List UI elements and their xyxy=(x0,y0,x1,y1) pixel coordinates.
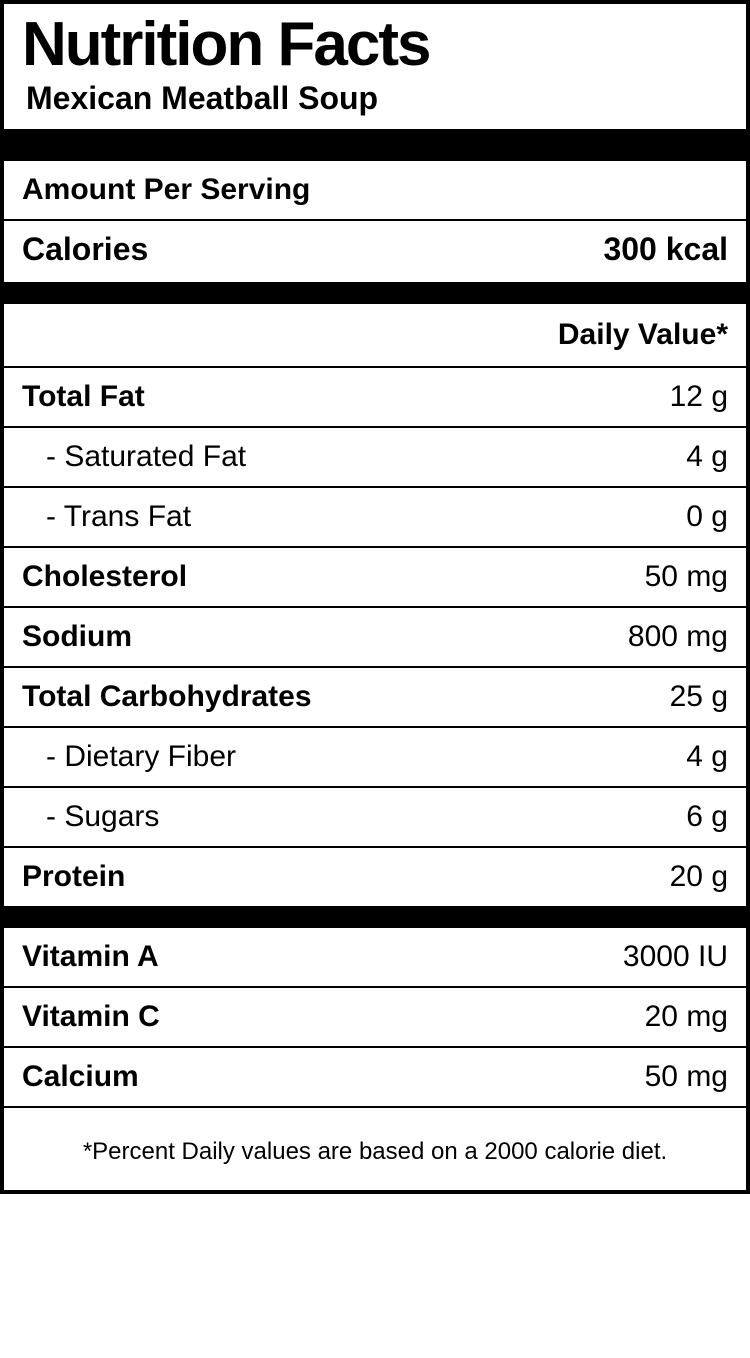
vitamin-a-value: 3000 IU xyxy=(623,940,728,974)
dietary-fiber-label: - Dietary Fiber xyxy=(46,740,236,774)
total-fat-row: Total Fat 12 g xyxy=(4,368,746,428)
sugars-row: - Sugars 6 g xyxy=(4,788,746,848)
cholesterol-row: Cholesterol 50 mg xyxy=(4,548,746,608)
calcium-value: 50 mg xyxy=(645,1060,728,1094)
sodium-row: Sodium 800 mg xyxy=(4,608,746,668)
divider-bar xyxy=(4,906,746,928)
calories-value: 300 kcal xyxy=(603,231,728,268)
calories-row: Calories 300 kcal xyxy=(4,221,746,282)
product-name: Mexican Meatball Soup xyxy=(22,80,728,117)
trans-fat-value: 0 g xyxy=(686,500,728,534)
protein-label: Protein xyxy=(22,860,125,894)
daily-value-header: Daily Value* xyxy=(4,304,746,368)
sodium-label: Sodium xyxy=(22,620,132,654)
footnote: *Percent Daily values are based on a 200… xyxy=(4,1108,746,1190)
vitamin-c-label: Vitamin C xyxy=(22,1000,160,1034)
protein-row: Protein 20 g xyxy=(4,848,746,906)
vitamin-a-label: Vitamin A xyxy=(22,940,159,974)
vitamin-c-value: 20 mg xyxy=(645,1000,728,1034)
dietary-fiber-value: 4 g xyxy=(686,740,728,774)
total-carbs-row: Total Carbohydrates 25 g xyxy=(4,668,746,728)
vitamin-a-row: Vitamin A 3000 IU xyxy=(4,928,746,988)
cholesterol-label: Cholesterol xyxy=(22,560,187,594)
calcium-row: Calcium 50 mg xyxy=(4,1048,746,1108)
trans-fat-label: - Trans Fat xyxy=(46,500,191,534)
amount-per-serving-header: Amount Per Serving xyxy=(4,161,746,221)
sodium-value: 800 mg xyxy=(628,620,728,654)
dietary-fiber-row: - Dietary Fiber 4 g xyxy=(4,728,746,788)
trans-fat-row: - Trans Fat 0 g xyxy=(4,488,746,548)
saturated-fat-label: - Saturated Fat xyxy=(46,440,246,474)
vitamin-c-row: Vitamin C 20 mg xyxy=(4,988,746,1048)
divider-bar xyxy=(4,129,746,161)
cholesterol-value: 50 mg xyxy=(645,560,728,594)
header-section: Nutrition Facts Mexican Meatball Soup xyxy=(4,4,746,129)
nutrition-label: Nutrition Facts Mexican Meatball Soup Am… xyxy=(0,0,750,1194)
protein-value: 20 g xyxy=(670,860,728,894)
total-fat-value: 12 g xyxy=(670,380,728,414)
divider-bar xyxy=(4,282,746,304)
saturated-fat-value: 4 g xyxy=(686,440,728,474)
sugars-label: - Sugars xyxy=(46,800,159,834)
calories-label: Calories xyxy=(22,231,148,268)
total-carbs-label: Total Carbohydrates xyxy=(22,680,312,714)
total-fat-label: Total Fat xyxy=(22,380,145,414)
sugars-value: 6 g xyxy=(686,800,728,834)
calcium-label: Calcium xyxy=(22,1060,139,1094)
saturated-fat-row: - Saturated Fat 4 g xyxy=(4,428,746,488)
title: Nutrition Facts xyxy=(22,14,728,76)
total-carbs-value: 25 g xyxy=(670,680,728,714)
